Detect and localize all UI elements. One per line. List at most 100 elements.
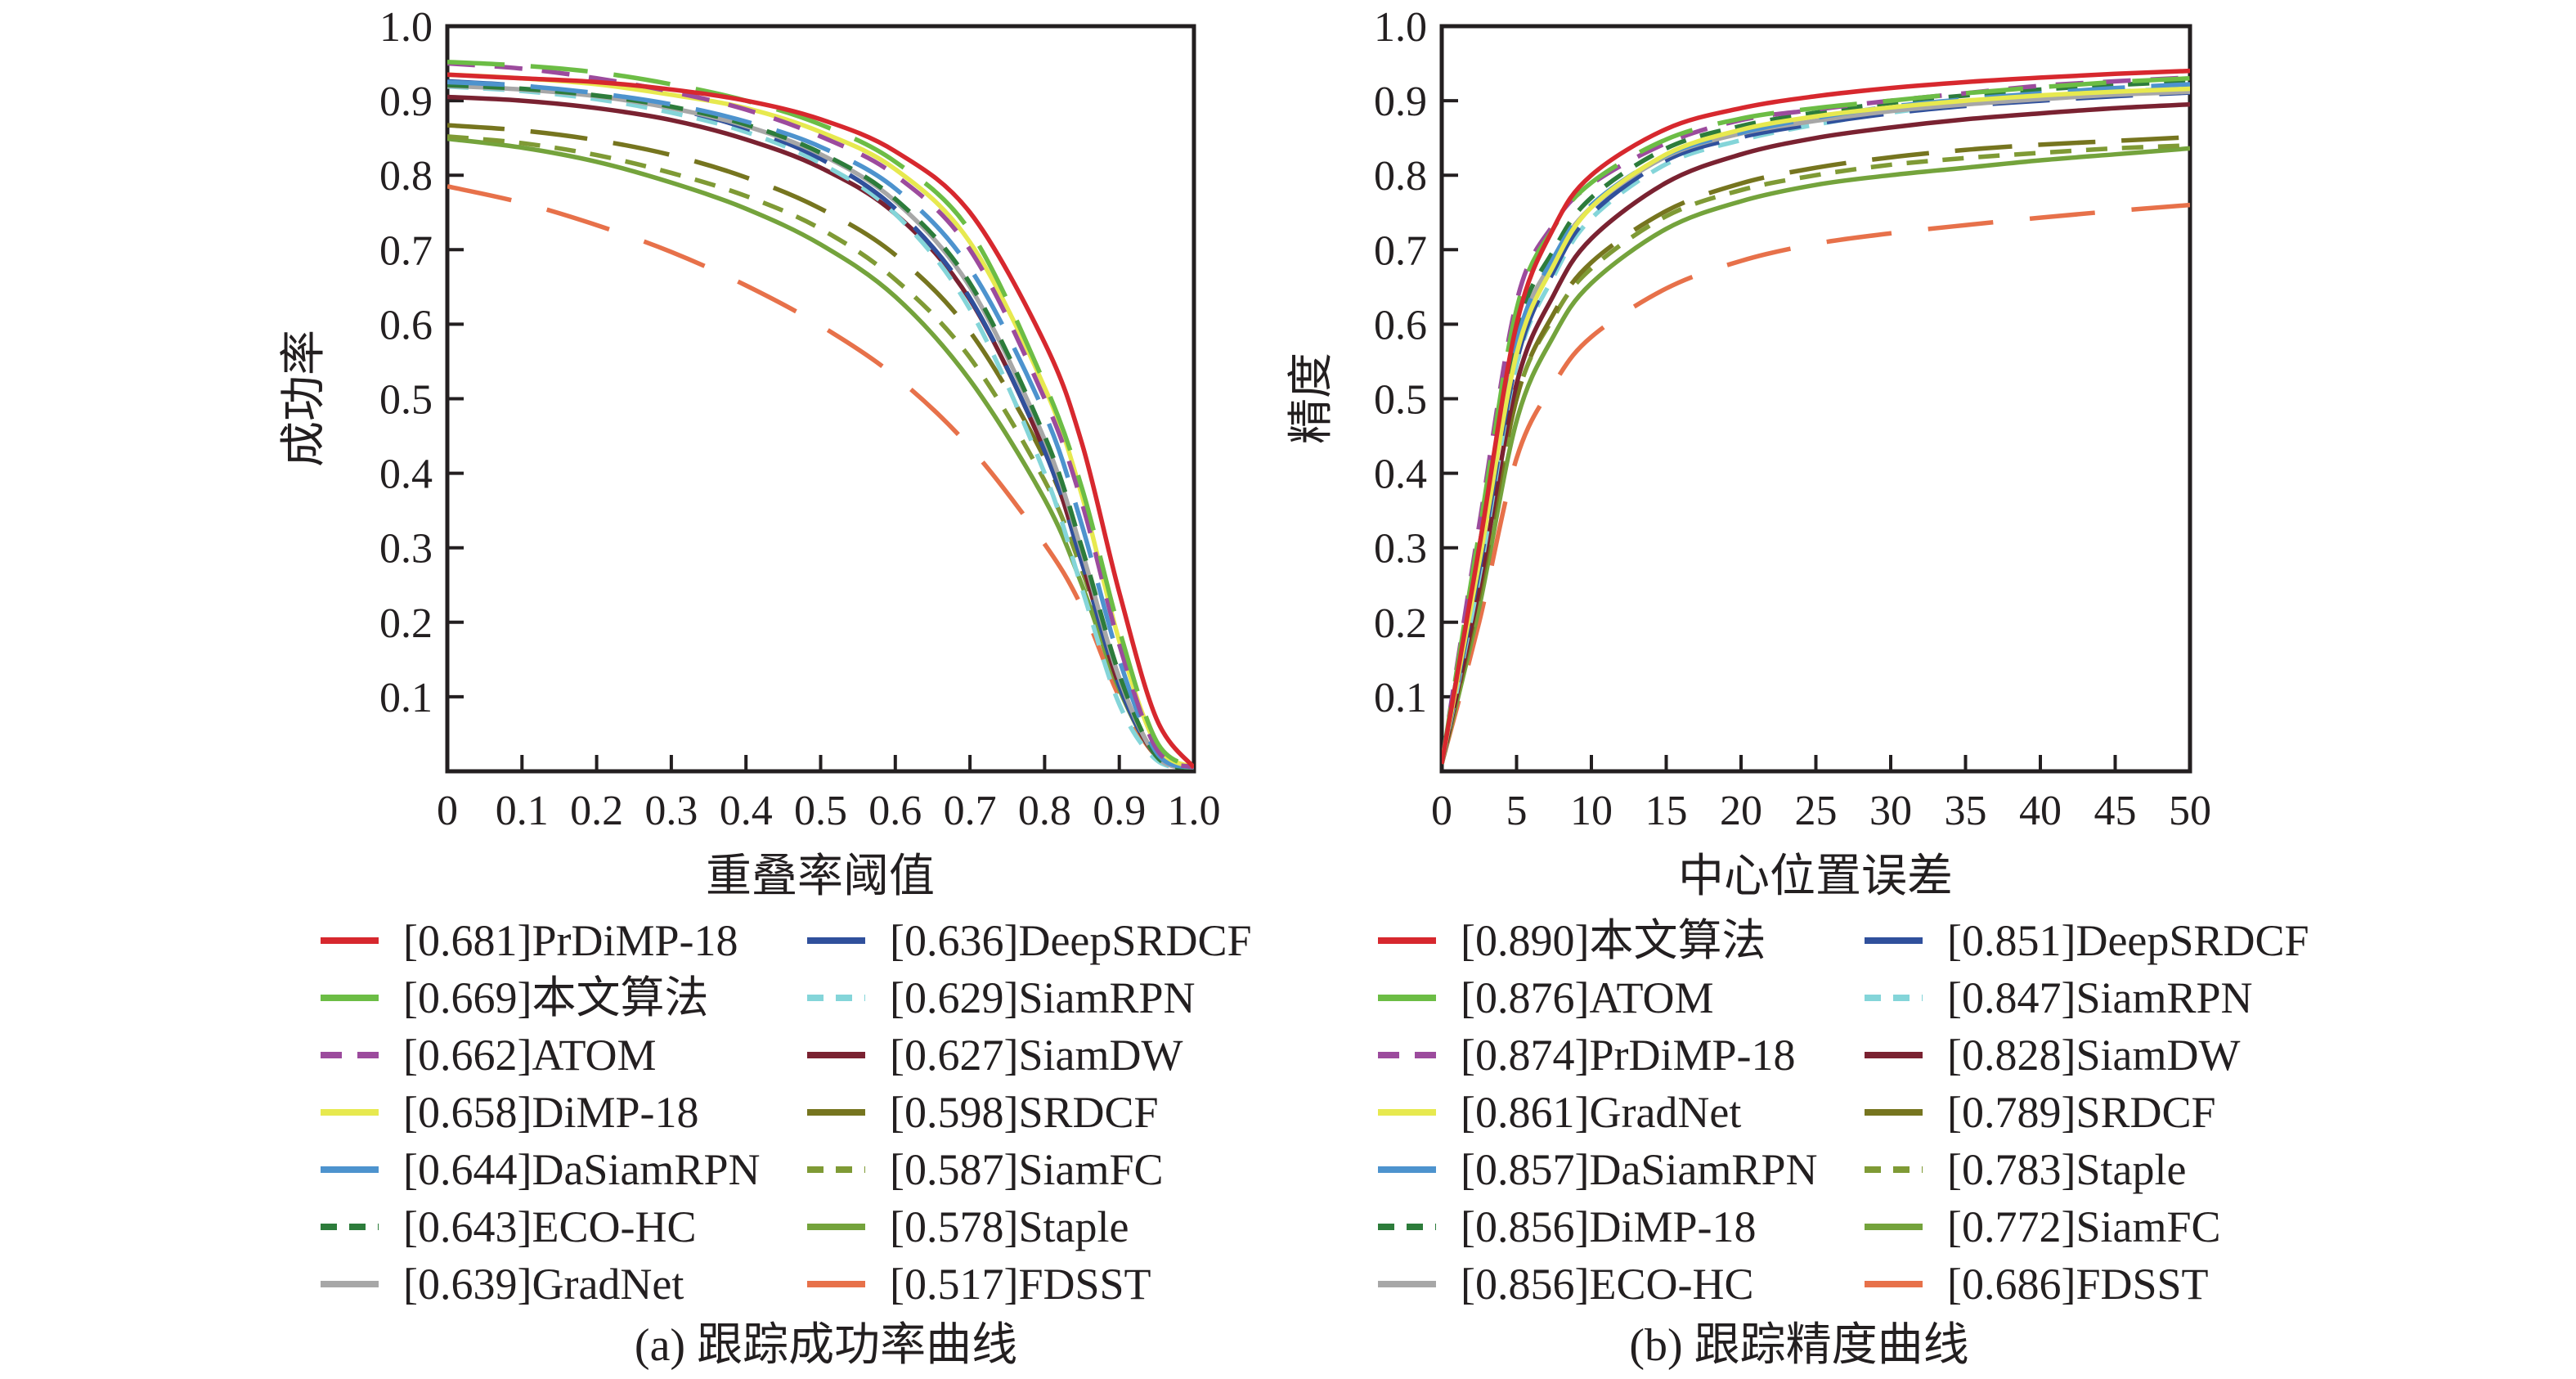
x-tick-label: 30	[1869, 788, 1912, 834]
legend-line-swatch	[1863, 1279, 1924, 1289]
success-curve-SiamFC	[447, 134, 1194, 770]
precision-curve-ECO-HC	[1442, 89, 2190, 765]
legend-item: [0.662]ATOM	[319, 1026, 806, 1084]
y-tick-label: 0.1	[1374, 675, 1427, 721]
success-legend: [0.681]PrDiMP-18 [0.669]本文算法 [0.662]ATOM [0…	[319, 912, 1252, 1313]
x-tick-label: 0.1	[496, 788, 549, 834]
x-tick-label: 0	[437, 788, 458, 834]
legend-item: [0.876]ATOM	[1376, 969, 1863, 1026]
x-tick-label: 0.7	[944, 788, 997, 834]
legend-line-swatch	[319, 1050, 380, 1060]
x-tick-label: 35	[1945, 788, 1987, 834]
x-tick-label: 0.2	[570, 788, 623, 834]
y-tick-label: 0.9	[379, 79, 433, 125]
precision-plot: 0 5 10 15 20 25 30 35 40 45 50 0.1 0.2 0.3 0.4 0.5 0.6 0.…	[1374, 4, 2211, 834]
x-tick-label: 40	[2019, 788, 2062, 834]
success-curve-FDSST	[447, 184, 1194, 770]
legend-label: [0.517]FDSST	[890, 1260, 1151, 1309]
legend-line-swatch	[1376, 1050, 1438, 1060]
legend-item: [0.643]ECO-HC	[319, 1198, 806, 1255]
precision-curve-SiamRPN	[1442, 85, 2190, 765]
y-tick-label: 0.8	[379, 153, 433, 200]
x-tick-label: 1.0	[1168, 788, 1221, 834]
legend-item: [0.686]FDSST	[1863, 1255, 2309, 1313]
legend-line-swatch	[319, 1222, 380, 1232]
legend-line-swatch	[1863, 993, 1924, 1003]
legend-line-swatch	[806, 1222, 867, 1232]
legend-line-swatch	[806, 1165, 867, 1175]
legend-item: [0.669]本文算法	[319, 969, 806, 1026]
legend-label: [0.587]SiamFC	[890, 1145, 1164, 1194]
success-curve-DiMP-18	[447, 72, 1194, 770]
legend-label: [0.662]ATOM	[403, 1031, 657, 1080]
legend-label: [0.627]SiamDW	[890, 1031, 1183, 1080]
legend-line-swatch	[806, 993, 867, 1003]
legend-line-swatch	[1376, 993, 1438, 1003]
success-curve-Staple	[447, 136, 1194, 770]
legend-line-swatch	[1863, 1165, 1924, 1175]
x-tick-label: 25	[1795, 788, 1838, 834]
precision-curve-FDSST	[1442, 202, 2190, 765]
x-tick-label: 10	[1570, 788, 1613, 834]
legend-item: [0.639]GradNet	[319, 1255, 806, 1313]
x-tick-label: 0.9	[1093, 788, 1146, 834]
success-curve-DaSiamRPN	[447, 79, 1194, 770]
x-tick-label: 50	[2169, 788, 2211, 834]
precision-curve-DeepSRDCF	[1442, 90, 2190, 765]
legend-item: [0.851]DeepSRDCF	[1863, 912, 2309, 969]
x-tick-label: 0.6	[868, 788, 922, 834]
legend-line-swatch	[319, 1165, 380, 1175]
legend-line-swatch	[1376, 1165, 1438, 1175]
precision-curve-ATOM	[1442, 76, 2190, 765]
precision-legend: [0.890]本文算法 [0.876]ATOM [0.874]PrDiMP-18 [0…	[1376, 912, 2309, 1313]
legend-item: [0.629]SiamRPN	[806, 969, 1252, 1026]
success-curve-SiamRPN	[447, 84, 1194, 770]
legend-label: [0.644]DaSiamRPN	[403, 1145, 761, 1194]
legend-label: [0.639]GradNet	[403, 1260, 684, 1309]
legend-line-swatch	[319, 1107, 380, 1117]
success-curve-SiamDW	[447, 94, 1194, 770]
x-tick-label: 45	[2094, 788, 2137, 834]
success-xaxis-title: 重叠率阈值	[706, 851, 935, 902]
y-tick-label: 0.2	[379, 600, 433, 647]
x-tick-label: 0.4	[720, 788, 773, 834]
legend-line-swatch	[1863, 1107, 1924, 1117]
y-tick-label: 0.3	[1374, 526, 1427, 573]
y-tick-label: 0.5	[379, 377, 433, 424]
success-yaxis-title: 成功率	[279, 330, 330, 467]
legend-item: [0.578]Staple	[806, 1198, 1252, 1255]
legend-line-swatch	[1863, 1050, 1924, 1060]
precision-curve-SiamFC	[1442, 146, 2190, 765]
precision-caption: (b) 跟踪精度曲线	[1629, 1320, 1969, 1371]
legend-item: [0.681]PrDiMP-18	[319, 912, 806, 969]
y-tick-label: 0.7	[379, 227, 433, 274]
y-tick-label: 0.7	[1374, 227, 1427, 274]
legend-item: [0.658]DiMP-18	[319, 1084, 806, 1141]
legend-item: [0.874]PrDiMP-18	[1376, 1026, 1863, 1084]
legend-label: [0.658]DiMP-18	[403, 1088, 699, 1137]
legend-item: [0.857]DaSiamRPN	[1376, 1141, 1863, 1198]
y-tick-label: 1.0	[379, 4, 433, 51]
legend-line-swatch	[1863, 1222, 1924, 1232]
legend-label: [0.847]SiamRPN	[1947, 973, 2253, 1022]
success-curve-ECO-HC	[447, 83, 1194, 770]
precision-xaxis-title: 中心位置误差	[1678, 851, 1953, 902]
success-plot: 0 0.1 0.2 0.3 0.4 0.5 0.6 0.7 0.8 0.9 1.0 0.1 0.2 0.3…	[379, 4, 1221, 834]
legend-label: [0.789]SRDCF	[1947, 1088, 2216, 1137]
legend-line-swatch	[806, 1107, 867, 1117]
precision-curve-GradNet	[1442, 86, 2190, 765]
legend-item: [0.828]SiamDW	[1863, 1026, 2309, 1084]
legend-label: [0.629]SiamRPN	[890, 973, 1196, 1022]
precision-curves	[1442, 68, 2190, 765]
success-curves	[447, 59, 1194, 770]
legend-label: [0.857]DaSiamRPN	[1461, 1145, 1818, 1194]
legend-item: [0.847]SiamRPN	[1863, 969, 2309, 1026]
x-tick-label: 0.3	[644, 788, 698, 834]
legend-item: [0.587]SiamFC	[806, 1141, 1252, 1198]
legend-line-swatch	[1376, 1279, 1438, 1289]
x-tick-label: 20	[1720, 788, 1762, 834]
y-tick-label: 0.6	[1374, 302, 1427, 348]
legend-line-swatch	[1376, 1107, 1438, 1117]
x-tick-label: 15	[1645, 788, 1688, 834]
